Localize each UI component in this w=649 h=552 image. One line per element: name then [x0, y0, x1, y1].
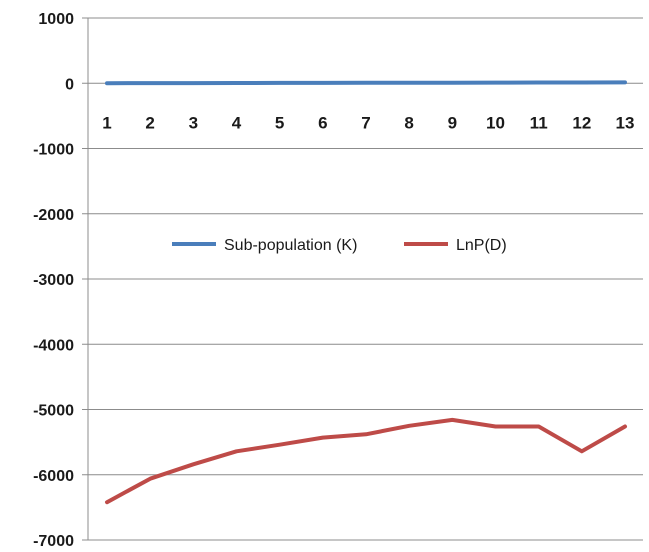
- x-tick-label: 2: [145, 113, 154, 132]
- legend-label: LnP(D): [456, 237, 507, 254]
- y-axis-tick-labels: 1000 0 -1000 -2000 -3000 -4000 -5000 -6000 -7000: [33, 11, 74, 550]
- x-tick-label: 5: [275, 113, 284, 132]
- x-tick-label: 13: [616, 113, 635, 132]
- x-tick-label: 8: [404, 113, 413, 132]
- x-tick-label: 10: [486, 113, 505, 132]
- x-tick-label: 6: [318, 113, 327, 132]
- series-lines: [105, 80, 627, 505]
- x-tick-label: 9: [448, 113, 457, 132]
- y-tick-label: -1000: [33, 142, 74, 159]
- axes: [82, 17, 89, 541]
- legend-label: Sub-population (K): [224, 237, 357, 254]
- series-line-0: [105, 80, 627, 86]
- y-tick-label: -7000: [33, 533, 74, 547]
- x-axis-tick-labels: 1 2 3 4 5 6 7 8 9 10 11 12 13: [102, 113, 634, 132]
- gridlines: [88, 17, 643, 541]
- x-tick-label: 3: [189, 113, 198, 132]
- y-tick-label: -2000: [33, 207, 74, 224]
- series-line-1: [105, 417, 627, 505]
- y-tick-label: -6000: [33, 468, 74, 485]
- x-tick-label: 1: [102, 113, 111, 132]
- x-tick-label: 11: [530, 113, 548, 132]
- y-tick-label: 1000: [38, 11, 74, 28]
- y-tick-label: -5000: [33, 403, 74, 420]
- y-tick-label: -3000: [33, 272, 74, 289]
- x-tick-label: 7: [361, 113, 370, 132]
- x-tick-label: 12: [572, 113, 591, 132]
- y-tick-label: 0: [65, 76, 74, 93]
- y-tick-label: -4000: [33, 337, 74, 354]
- legend: Sub-population (K) LnP(D): [172, 237, 507, 254]
- x-tick-label: 4: [232, 113, 242, 132]
